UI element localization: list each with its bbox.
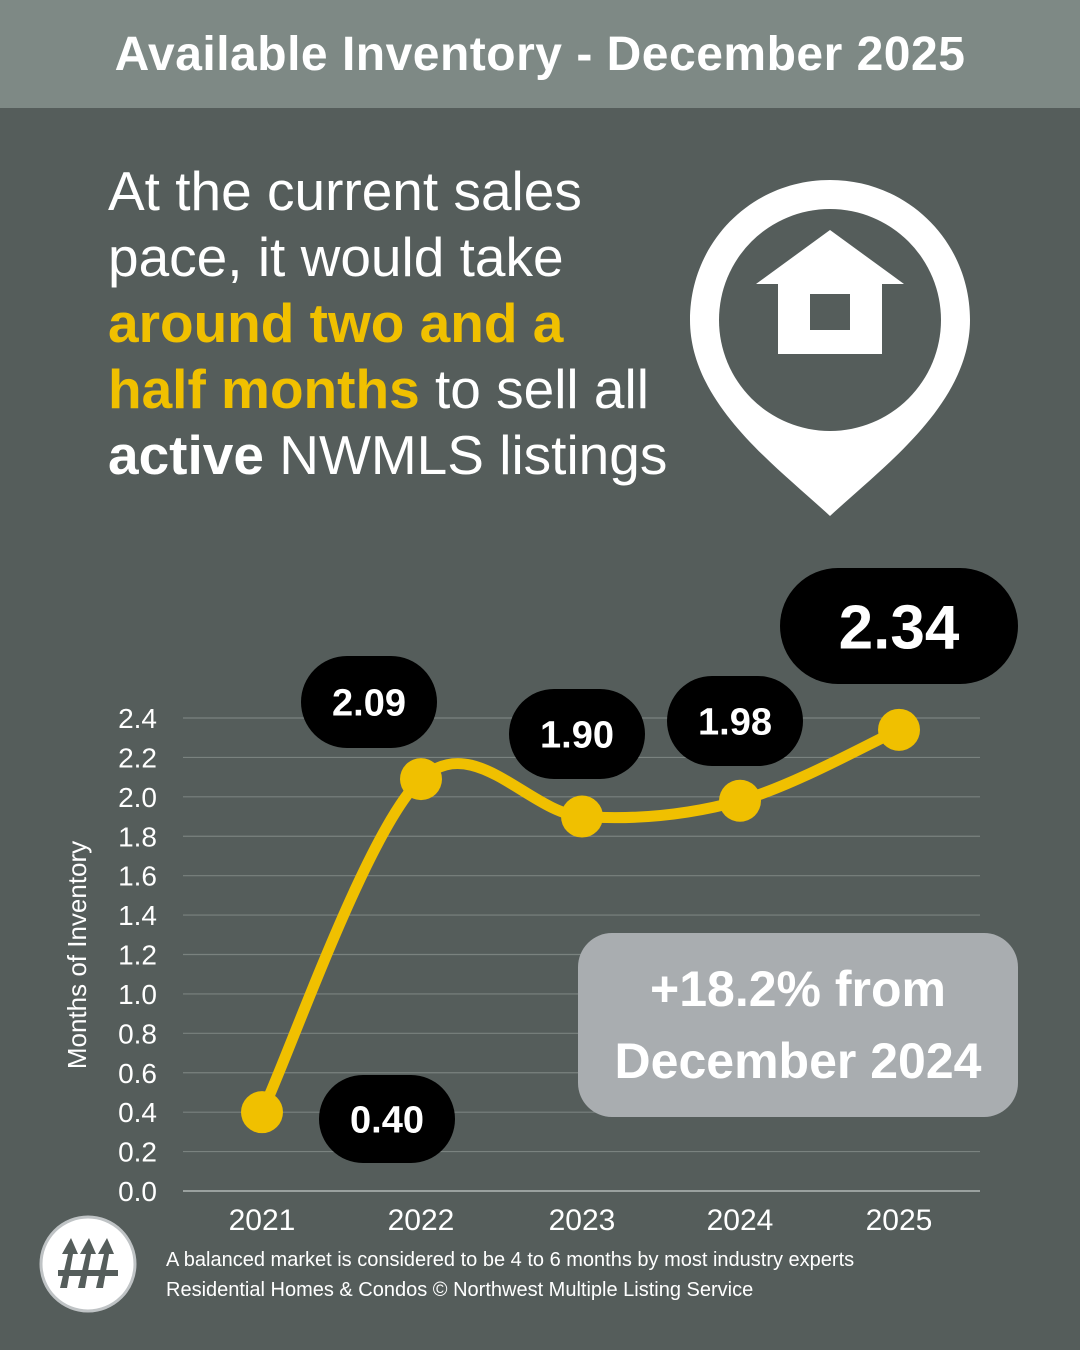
headline-part2: to sell all: [419, 358, 649, 420]
y-tick-label: 1.0: [118, 979, 157, 1010]
headline-text: At the current sales pace, it would take…: [108, 158, 668, 488]
data-label-text: 2.09: [332, 683, 406, 725]
footer-note-balanced: A balanced market is considered to be 4 …: [166, 1249, 855, 1271]
change-callout: +18.2% from December 2024: [578, 933, 1018, 1117]
x-tick-label: 2025: [866, 1204, 933, 1237]
y-tick-label: 0.0: [118, 1176, 157, 1207]
data-label: 2.09: [301, 656, 437, 748]
data-label: 0.40: [319, 1075, 455, 1163]
y-tick-label: 2.2: [118, 742, 157, 773]
y-tick-label: 1.4: [118, 900, 157, 931]
x-tick-label: 2022: [388, 1204, 455, 1237]
data-point: [241, 1091, 283, 1134]
y-axis-label: Months of Inventory: [62, 841, 92, 1069]
footer-notes: A balanced market is considered to be 4 …: [166, 1245, 854, 1305]
y-tick-label: 1.6: [118, 861, 157, 892]
data-label: 1.90: [509, 689, 645, 779]
x-tick-label: 2021: [229, 1204, 296, 1237]
page-title: Available Inventory - December 2025: [114, 27, 966, 81]
x-tick-label: 2023: [549, 1204, 616, 1237]
y-tick-label: 2.0: [118, 782, 157, 813]
y-tick-label: 0.2: [118, 1137, 157, 1168]
nwmls-logo: [39, 1215, 137, 1313]
change-line1: +18.2% from: [650, 961, 946, 1017]
y-tick-label: 1.8: [118, 821, 157, 852]
footer-note-source: Residential Homes & Condos © Northwest M…: [166, 1279, 754, 1301]
header-bar: Available Inventory - December 2025: [0, 0, 1080, 108]
y-tick-label: 1.2: [118, 940, 157, 971]
data-point: [719, 779, 761, 822]
headline-part3: NWMLS listings: [263, 424, 668, 486]
data-label-text: 0.40: [350, 1100, 424, 1142]
y-tick-label: 0.8: [118, 1018, 157, 1049]
x-tick-label: 2024: [707, 1204, 774, 1237]
data-label-text: 1.98: [698, 702, 772, 744]
location-pin-house-icon: [690, 180, 970, 516]
data-label-text: 1.90: [540, 715, 614, 757]
data-label: 1.98: [667, 676, 803, 766]
data-label: 2.34: [780, 568, 1018, 684]
series-line: [256, 724, 905, 1118]
data-point: [878, 708, 920, 751]
y-tick-label: 0.6: [118, 1058, 157, 1089]
change-line2: December 2024: [614, 1033, 982, 1089]
y-tick-label: 2.4: [118, 703, 157, 734]
headline-bold: active: [108, 424, 264, 486]
data-point: [561, 795, 603, 838]
data-label-text: 2.34: [839, 593, 960, 662]
headline-part1: At the current sales pace, it would take: [108, 160, 582, 288]
headline-highlight: around two and a half months: [108, 292, 564, 420]
data-point: [400, 758, 442, 801]
y-tick-label: 0.4: [118, 1097, 157, 1128]
